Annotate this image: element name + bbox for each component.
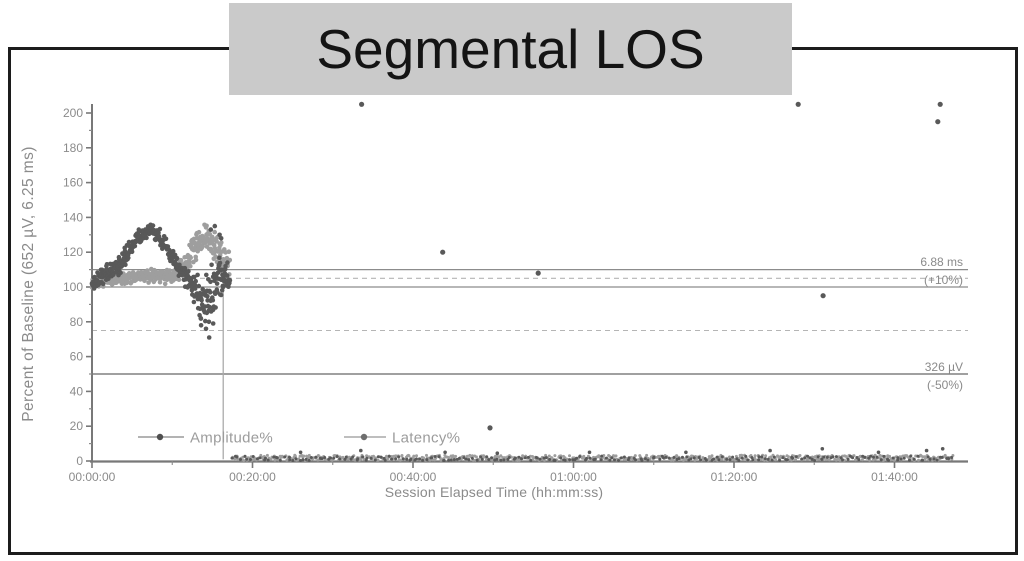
y-tick-label: 140 (63, 210, 83, 224)
y-tick-label: 0 (76, 454, 83, 468)
x-tick-label: 01:00:00 (550, 470, 597, 484)
latency-limit-value-label: 6.88 ms (920, 255, 963, 269)
y-tick-label: 200 (63, 106, 83, 120)
y-tick-label: 100 (63, 280, 83, 294)
y-tick-label: 80 (70, 315, 84, 329)
x-tick-label: 00:20:00 (229, 470, 276, 484)
legend-item-amplitude: Amplitude% (138, 430, 273, 447)
reference-lines (92, 268, 968, 375)
y-tick-label: 180 (63, 141, 83, 155)
y-tick-label: 20 (70, 419, 84, 433)
chart-render-layer: 0 20 40 60 80 100 120 140 160 180 200 00:00:00 00:20… (63, 101, 968, 484)
threshold-labels: 6.88 ms (+10%) 326 µV (-50%) (920, 255, 963, 392)
amplitude-limit-percent-label: (-50%) (927, 378, 963, 392)
x-tick-label: 00:40:00 (390, 470, 437, 484)
y-tick-label: 160 (63, 176, 83, 190)
amplitude-limit-value-label: 326 µV (925, 360, 963, 374)
title-banner: Segmental LOS (229, 3, 792, 95)
x-tick-label: 01:20:00 (711, 470, 758, 484)
y-tick-label: 120 (63, 245, 83, 259)
x-axis-title: Session Elapsed Time (hh:mm:ss) (385, 484, 604, 500)
x-tick-label: 01:40:00 (871, 470, 918, 484)
latency-legend-dot-icon (360, 433, 368, 441)
y-tick-label: 60 (70, 350, 84, 364)
y-axis-title: Percent of Baseline (652 µV, 6.25 ms) (20, 146, 37, 422)
latency-limit-percent-label: (+10%) (924, 273, 963, 287)
slide-title: Segmental LOS (316, 18, 705, 80)
slide-border (8, 47, 1018, 555)
axes: 0 20 40 60 80 100 120 140 160 180 200 00:00:00 00:20… (63, 104, 968, 484)
amplitude-legend-dot-icon (156, 433, 164, 441)
series-points-amplitude (89, 101, 954, 462)
x-tick-label: 00:00:00 (69, 470, 116, 484)
legend-label-amplitude: Amplitude% (190, 430, 273, 447)
legend-label-latency: Latency% (392, 430, 460, 447)
y-tick-label: 40 (70, 384, 84, 398)
legend: Amplitude% Latency% (138, 430, 460, 447)
legend-item-latency: Latency% (344, 430, 460, 447)
